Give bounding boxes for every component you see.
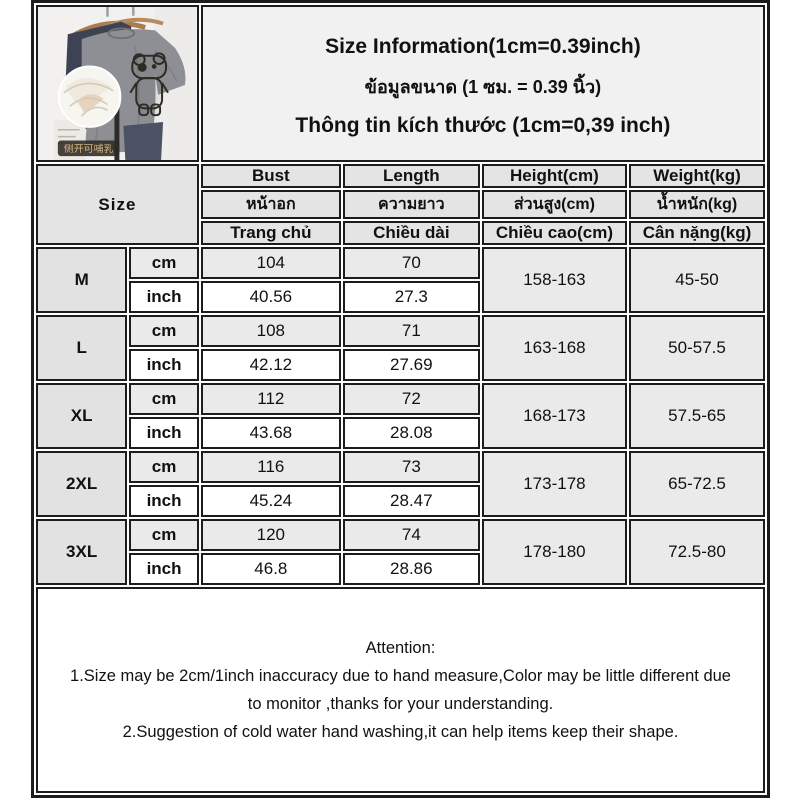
2xl-bust-cm: 116	[200, 451, 341, 483]
rack-pole	[114, 102, 120, 160]
unit-cm-label: cm	[129, 247, 199, 279]
xl-weight: 57.5-65	[629, 383, 765, 449]
unit-cm-label: cm	[129, 315, 199, 347]
size-2xl-label: 2XL	[36, 451, 128, 517]
col-weight-vi: Cân nặng(kg)	[629, 221, 765, 245]
m-weight: 45-50	[629, 247, 765, 313]
col-height-th: ส่วนสูง(cm)	[481, 190, 628, 219]
title-cell: Size Information(1cm=0.39inch) ข้อมูลขนา…	[200, 5, 765, 162]
fabric-inset	[57, 65, 122, 128]
size-table: 侧开可哺乳 Size Information(1cm=0.39inch) ข้อ…	[34, 3, 767, 795]
3xl-length-inch: 28.86	[342, 553, 480, 585]
xl-length-cm: 72	[342, 383, 480, 415]
unit-inch-label: inch	[129, 485, 199, 517]
col-length-en: Length	[342, 164, 480, 188]
l-height: 163-168	[481, 315, 628, 381]
attention-note: Attention: 1.Size may be 2cm/1inch inacc…	[36, 587, 765, 793]
collar	[107, 27, 136, 40]
2xl-height: 173-178	[481, 451, 628, 517]
page-title-vi: Thông tin kích thước (1cm=0,39 inch)	[295, 114, 671, 137]
m-length-inch: 27.3	[342, 281, 480, 313]
size-column-header: Size	[36, 164, 199, 245]
page-title-en: Size Information(1cm=0.39inch)	[325, 35, 641, 58]
attention-line-2: to monitor ,thanks for your understandin…	[247, 695, 554, 713]
3xl-bust-inch: 46.8	[200, 553, 341, 585]
m-length-cm: 70	[342, 247, 480, 279]
3xl-weight: 72.5-80	[629, 519, 765, 585]
size-3xl-label: 3XL	[36, 519, 128, 585]
unit-inch-label: inch	[129, 417, 199, 449]
col-length-vi: Chiều dài	[342, 221, 480, 245]
size-xl-label: XL	[36, 383, 128, 449]
nursing-label: 侧开可哺乳	[57, 140, 120, 157]
xl-length-inch: 28.08	[342, 417, 480, 449]
unit-cm-label: cm	[129, 519, 199, 551]
xl-height: 168-173	[481, 383, 628, 449]
col-bust-th: หน้าอก	[200, 190, 341, 219]
unit-cm-label: cm	[129, 383, 199, 415]
unit-inch-label: inch	[129, 281, 199, 313]
l-bust-inch: 42.12	[200, 349, 341, 381]
size-chart-frame: 侧开可哺乳 Size Information(1cm=0.39inch) ข้อ…	[31, 0, 770, 798]
unit-inch-label: inch	[129, 349, 199, 381]
m-bust-cm: 104	[200, 247, 341, 279]
unit-cm-label: cm	[129, 451, 199, 483]
col-height-en: Height(cm)	[481, 164, 628, 188]
size-m-label: M	[36, 247, 128, 313]
col-height-vi: Chiều cao(cm)	[481, 221, 628, 245]
attention-line-3: 2.Suggestion of cold water hand washing,…	[122, 723, 679, 741]
unit-inch-label: inch	[129, 553, 199, 585]
col-bust-vi: Trang chủ	[200, 221, 341, 245]
product-photo: 侧开可哺乳	[38, 7, 197, 160]
l-length-inch: 27.69	[342, 349, 480, 381]
m-bust-inch: 40.56	[200, 281, 341, 313]
3xl-height: 178-180	[481, 519, 628, 585]
3xl-bust-cm: 120	[200, 519, 341, 551]
m-height: 158-163	[481, 247, 628, 313]
nursing-label-text: 侧开可哺乳	[64, 142, 114, 155]
product-photo-cell: 侧开可哺乳	[36, 5, 199, 162]
l-weight: 50-57.5	[629, 315, 765, 381]
col-bust-en: Bust	[200, 164, 341, 188]
l-length-cm: 71	[342, 315, 480, 347]
col-weight-th: น้ำหนัก(kg)	[629, 190, 765, 219]
page-title-th: ข้อมูลขนาด (1 ซม. = 0.39 นิ้ว)	[364, 77, 602, 97]
2xl-length-inch: 28.47	[342, 485, 480, 517]
2xl-bust-inch: 45.24	[200, 485, 341, 517]
jeans	[123, 121, 164, 160]
size-l-label: L	[36, 315, 128, 381]
l-bust-cm: 108	[200, 315, 341, 347]
xl-bust-inch: 43.68	[200, 417, 341, 449]
3xl-length-cm: 74	[342, 519, 480, 551]
xl-bust-cm: 112	[200, 383, 341, 415]
bear-print	[129, 52, 169, 117]
attention-line-1: 1.Size may be 2cm/1inch inaccuracy due t…	[70, 667, 731, 685]
col-length-th: ความยาว	[342, 190, 480, 219]
2xl-weight: 65-72.5	[629, 451, 765, 517]
col-weight-en: Weight(kg)	[629, 164, 765, 188]
2xl-length-cm: 73	[342, 451, 480, 483]
hanger-hook-icon	[106, 7, 135, 17]
attention-heading: Attention:	[365, 639, 436, 657]
